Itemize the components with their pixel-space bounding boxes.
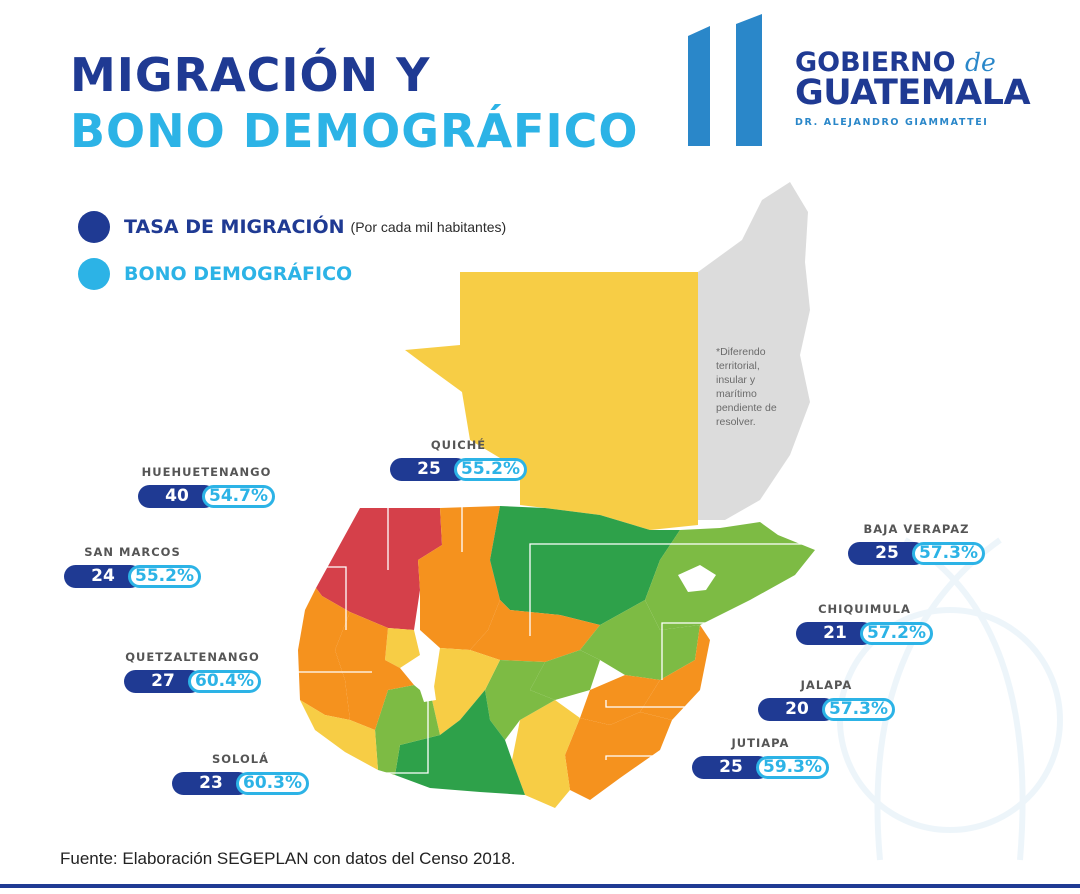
department-chimaltenango [432, 648, 500, 735]
department-totonicapan [385, 628, 420, 668]
department-el-progreso [530, 650, 600, 700]
legend-migration-label: TASA DE MIGRACIÓN [124, 216, 345, 238]
department-peten [405, 272, 698, 530]
title-line-1: MIGRACIÓN Y [70, 48, 431, 102]
department-jalapa [580, 675, 660, 725]
demographic-bonus: 60.4% [188, 670, 261, 693]
migration-rate: 25 [692, 756, 770, 779]
legend-migration-sub: (Por cada mil habitantes) [350, 219, 507, 235]
migration-rate: 23 [172, 772, 250, 795]
demographic-bonus: 60.3% [236, 772, 309, 795]
dept-label-jutiapa: JUTIAPA 25 59.3% [692, 736, 829, 779]
department-retalhuleu [300, 700, 378, 770]
lake-izabal [678, 565, 716, 592]
legend-bonus-label: BONO DEMOGRÁFICO [124, 263, 353, 285]
dept-label-quiche: QUICHÉ 25 55.2% [390, 438, 527, 481]
migration-rate: 25 [390, 458, 468, 481]
dept-name: JUTIAPA [731, 736, 790, 750]
demographic-bonus: 57.2% [860, 622, 933, 645]
department-quetzaltenango [335, 612, 414, 730]
department-alta-verapaz [490, 506, 680, 625]
department-san-marcos [298, 588, 350, 720]
department-huehuetenango [316, 508, 442, 630]
belize-disputed-area [698, 182, 810, 520]
demographic-bonus: 55.2% [454, 458, 527, 481]
department-guatemala [485, 660, 555, 740]
department-santa-rosa [512, 700, 580, 808]
department-baja-verapaz [470, 600, 600, 662]
dept-label-huehuetenango: HUEHUETENANGO 40 54.7% [138, 465, 275, 508]
legend-migration: TASA DE MIGRACIÓN (Por cada mil habitant… [78, 210, 506, 244]
dept-label-san-marcos: SAN MARCOS 24 55.2% [64, 545, 201, 588]
dept-label-quetzaltenango: QUETZALTENANGO 27 60.4% [124, 650, 261, 693]
legend-dot-migration [78, 211, 110, 243]
dept-label-chiquimula: CHIQUIMULA 21 57.2% [796, 602, 933, 645]
department-solola [375, 685, 440, 775]
dept-label-solola: SOLOLÁ 23 60.3% [172, 752, 309, 795]
migration-rate: 27 [124, 670, 202, 693]
migration-rate: 25 [848, 542, 926, 565]
leader-lines [210, 480, 843, 774]
logo-de: de [964, 48, 996, 77]
dept-name: HUEHUETENANGO [141, 465, 272, 479]
dept-label-jalapa: JALAPA 20 57.3% [758, 678, 895, 721]
department-chiquimula [640, 625, 710, 720]
dept-name: CHIQUIMULA [818, 602, 911, 616]
title-line-2: BONO DEMOGRÁFICO [70, 104, 639, 158]
dept-name: SAN MARCOS [84, 545, 181, 559]
page-title: MIGRACIÓN Y BONO DEMOGRÁFICO [70, 52, 638, 154]
legend-bonus: BONO DEMOGRÁFICO [78, 257, 506, 291]
logo-president: DR. ALEJANDRO GIAMMATTEI [795, 117, 989, 128]
government-logo-text: GOBIERNO de GUATEMALA DR. ALEJANDRO GIAM… [795, 47, 1031, 128]
dept-label-baja-verapaz: BAJA VERAPAZ 25 57.3% [848, 522, 985, 565]
migration-rate: 24 [64, 565, 142, 588]
dept-name: JALAPA [800, 678, 853, 692]
government-logo-mark [688, 14, 762, 146]
logo-guatemala: GUATEMALA [795, 73, 1031, 113]
demographic-bonus: 59.3% [756, 756, 829, 779]
map-legend: TASA DE MIGRACIÓN (Por cada mil habitant… [78, 210, 506, 304]
department-zacapa [580, 600, 700, 680]
territorial-note: *Diferendo territorial, insular y maríti… [716, 346, 777, 428]
source-note: Fuente: Elaboración SEGEPLAN con datos d… [60, 849, 516, 868]
legend-dot-bonus [78, 258, 110, 290]
demographic-bonus: 57.3% [822, 698, 895, 721]
demographic-bonus: 54.7% [202, 485, 275, 508]
bottom-divider [0, 884, 1080, 888]
demographic-bonus: 57.3% [912, 542, 985, 565]
migration-rate: 21 [796, 622, 874, 645]
dept-name: QUICHÉ [430, 438, 487, 452]
dept-name: QUETZALTENANGO [125, 650, 260, 664]
dept-name: BAJA VERAPAZ [863, 522, 970, 536]
migration-rate: 40 [138, 485, 216, 508]
department-quiche [418, 506, 500, 650]
dept-name: SOLOLÁ [212, 752, 269, 766]
migration-rate: 20 [758, 698, 836, 721]
demographic-bonus: 55.2% [128, 565, 201, 588]
department-izabal [645, 522, 815, 630]
logo-gobierno: GOBIERNO de [795, 47, 996, 78]
